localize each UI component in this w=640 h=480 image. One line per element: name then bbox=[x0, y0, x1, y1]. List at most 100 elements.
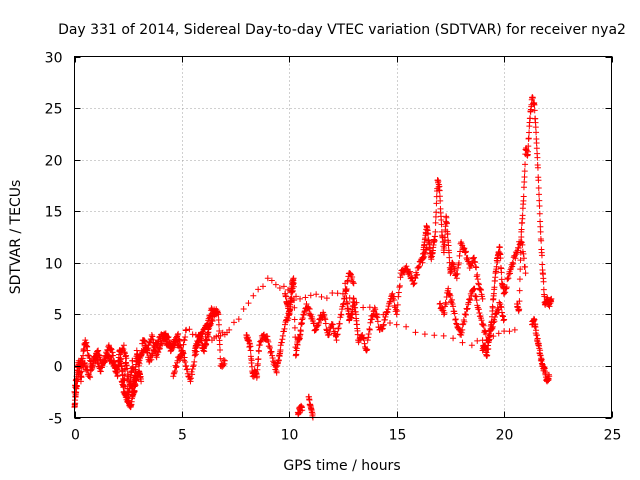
data-point bbox=[498, 309, 505, 316]
data-point bbox=[391, 297, 398, 304]
y-tick-label: 10 bbox=[45, 257, 63, 273]
data-point bbox=[473, 293, 480, 300]
data-point bbox=[117, 358, 124, 365]
data-point bbox=[120, 384, 127, 391]
data-point bbox=[461, 318, 468, 325]
data-point bbox=[433, 200, 440, 207]
data-point bbox=[343, 287, 350, 294]
data-point bbox=[484, 352, 491, 359]
data-point bbox=[533, 140, 540, 147]
data-point bbox=[149, 333, 156, 340]
data-point bbox=[380, 321, 387, 328]
data-point bbox=[518, 239, 525, 246]
data-point bbox=[284, 286, 291, 293]
data-point bbox=[337, 311, 344, 318]
data-point bbox=[216, 327, 223, 334]
x-axis-label: GPS time / hours bbox=[283, 458, 400, 474]
data-point bbox=[462, 311, 469, 318]
data-point bbox=[529, 95, 536, 102]
data-point bbox=[321, 315, 328, 322]
data-point bbox=[368, 316, 375, 323]
data-point bbox=[522, 161, 529, 168]
data-point bbox=[183, 326, 190, 333]
data-point bbox=[153, 354, 160, 361]
data-point bbox=[534, 154, 541, 161]
x-tick-label: 0 bbox=[71, 428, 80, 444]
data-point bbox=[117, 355, 124, 362]
data-point bbox=[525, 143, 532, 150]
data-point bbox=[532, 324, 539, 331]
data-point bbox=[329, 321, 336, 328]
axis-ticks bbox=[74, 56, 613, 419]
data-point bbox=[255, 356, 262, 363]
y-axis-label: SDTVAR / TECUs bbox=[8, 180, 24, 295]
data-point bbox=[471, 254, 478, 261]
data-point bbox=[432, 219, 439, 226]
data-point bbox=[506, 328, 513, 335]
data-point bbox=[459, 326, 466, 333]
data-point bbox=[537, 223, 544, 230]
data-point bbox=[338, 311, 345, 318]
data-point bbox=[116, 361, 123, 368]
data-points bbox=[71, 94, 555, 421]
data-point bbox=[361, 340, 368, 347]
data-point bbox=[178, 351, 185, 358]
data-point bbox=[278, 339, 285, 346]
data-point bbox=[290, 275, 297, 282]
data-point bbox=[522, 270, 529, 277]
data-point bbox=[109, 349, 116, 356]
data-point bbox=[78, 355, 85, 362]
data-point bbox=[532, 124, 539, 131]
data-point bbox=[346, 294, 353, 301]
data-point bbox=[438, 221, 445, 228]
data-point bbox=[464, 306, 471, 313]
data-point bbox=[381, 316, 388, 323]
data-point bbox=[452, 316, 459, 323]
data-point bbox=[174, 337, 181, 344]
data-point bbox=[364, 337, 371, 344]
data-point bbox=[479, 337, 486, 344]
data-point bbox=[446, 291, 453, 298]
data-point bbox=[433, 209, 440, 216]
data-point bbox=[536, 210, 543, 217]
data-point bbox=[335, 325, 342, 332]
data-point bbox=[521, 174, 528, 181]
data-point bbox=[209, 318, 216, 325]
data-point bbox=[471, 258, 478, 265]
data-point bbox=[473, 264, 480, 271]
data-point bbox=[334, 331, 341, 338]
data-point bbox=[413, 272, 420, 279]
data-point bbox=[334, 290, 341, 297]
data-point bbox=[340, 301, 346, 308]
data-point bbox=[420, 255, 427, 262]
data-point bbox=[108, 345, 115, 352]
x-tick-label: 25 bbox=[604, 428, 622, 444]
data-point bbox=[520, 255, 527, 262]
data-point bbox=[206, 321, 213, 328]
data-point bbox=[393, 311, 400, 318]
data-point bbox=[268, 348, 275, 355]
data-point bbox=[451, 267, 458, 274]
data-point bbox=[303, 301, 310, 308]
data-point bbox=[288, 288, 295, 295]
data-point bbox=[438, 304, 445, 311]
data-point bbox=[208, 316, 215, 323]
y-tick-label: 15 bbox=[45, 205, 63, 221]
data-point bbox=[88, 366, 95, 373]
data-point bbox=[538, 237, 545, 244]
data-point bbox=[156, 346, 163, 353]
data-point bbox=[452, 316, 459, 323]
data-point bbox=[518, 234, 525, 240]
y-tick-label: -5 bbox=[49, 412, 63, 428]
data-point bbox=[470, 286, 477, 293]
data-point bbox=[497, 255, 504, 262]
data-point bbox=[453, 320, 460, 327]
chart-title: Day 331 of 2014, Sidereal Day-to-day VTE… bbox=[58, 22, 626, 38]
data-point bbox=[412, 275, 419, 282]
data-point bbox=[302, 294, 309, 301]
data-point bbox=[177, 356, 184, 363]
data-point bbox=[421, 331, 428, 338]
data-point bbox=[181, 336, 188, 343]
data-point bbox=[435, 178, 442, 185]
data-point bbox=[142, 342, 149, 349]
